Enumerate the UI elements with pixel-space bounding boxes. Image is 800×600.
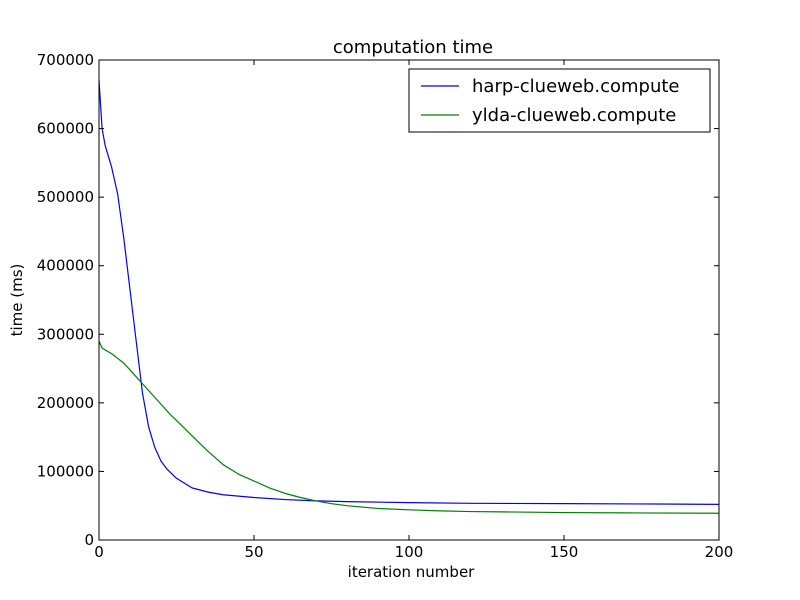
x-tick-label: 100 (395, 543, 424, 561)
legend-label-harp: harp-clueweb.compute (472, 76, 680, 97)
y-tick-label: 600000 (37, 120, 94, 138)
series-layer (98, 80, 720, 514)
chart-title: computation time (333, 37, 493, 58)
y-tick-label: 100000 (37, 462, 94, 480)
y-axis-label: time (ms) (8, 264, 26, 337)
x-tick-label: 50 (244, 543, 263, 561)
y-tick-label: 300000 (37, 325, 94, 343)
series-line-harp (98, 80, 720, 505)
plot-area (99, 60, 719, 540)
legend-label-ylda: ylda-clueweb.compute (472, 105, 676, 126)
legend-box (408, 68, 711, 133)
x-tick-label: 150 (550, 543, 579, 561)
x-tick-label: 200 (705, 543, 734, 561)
y-tick-label: 500000 (37, 188, 94, 206)
y-tick-label: 200000 (37, 394, 94, 412)
y-tick-label: 400000 (37, 257, 94, 275)
x-axis-label: iteration number (348, 563, 476, 581)
y-tick-label: 0 (84, 531, 94, 549)
y-tick-label: 700000 (37, 51, 94, 69)
tick-layer: 0 50 100 150 200 0 100000 200000 300000 400000 500… (37, 51, 734, 561)
legend: harp-clueweb.compute ylda-clueweb.comput… (408, 68, 711, 133)
x-tick-label: 0 (94, 543, 104, 561)
series-line-ylda (98, 340, 720, 514)
